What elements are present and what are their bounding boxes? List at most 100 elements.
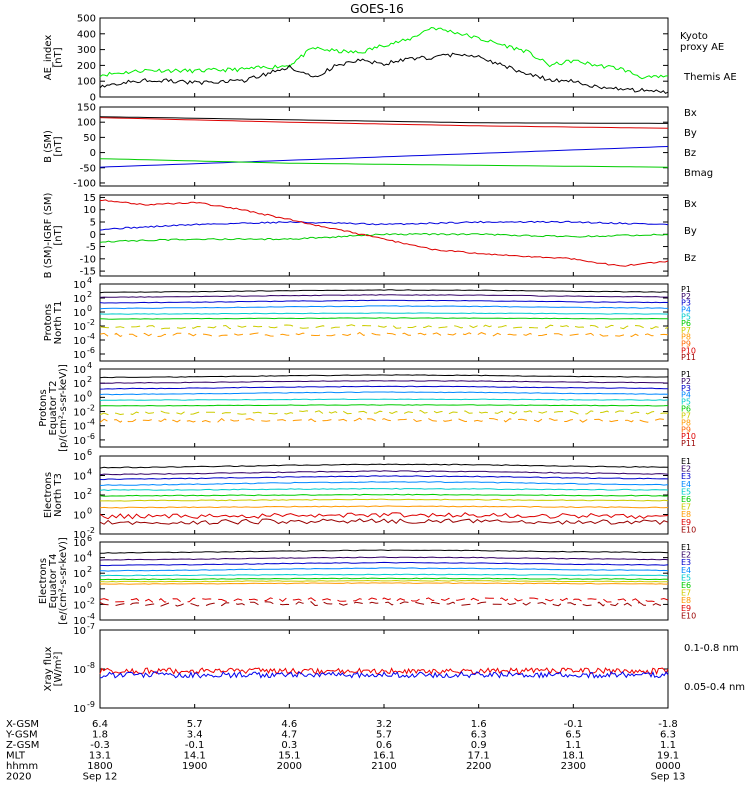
channel-label-e10: E10 — [681, 611, 696, 620]
y-tick-label: 15 — [83, 193, 96, 204]
coord-value: 6.5 — [565, 730, 581, 741]
channel-line-e3 — [99, 561, 669, 567]
channel-label-p2: P2 — [681, 292, 691, 301]
channel-line-p2 — [99, 380, 669, 384]
channel-line-e5 — [99, 487, 669, 492]
legend-label: proxy AE — [680, 42, 724, 53]
coord-value: -1.8 — [658, 719, 678, 730]
channel-label-p1: P1 — [681, 370, 691, 379]
y-tick-label: 50 — [83, 133, 96, 144]
channel-line-e7 — [99, 579, 669, 583]
series-line-bx — [99, 220, 669, 231]
y-tick-exponent: 0 — [87, 581, 92, 590]
y-tick-label: 500 — [77, 14, 96, 25]
coord-value: Sep 13 — [651, 772, 686, 783]
y-tick-label: -50 — [80, 163, 96, 174]
channel-label-e9: E9 — [681, 604, 691, 613]
y-tick-exponent: -2 — [87, 318, 95, 327]
coord-value: 0.6 — [376, 740, 392, 751]
y-tick-exponent: -4 — [87, 612, 95, 621]
y-axis-label: Protons — [43, 304, 54, 341]
channel-label-e5: E5 — [681, 487, 691, 496]
y-axis-label: [nT] — [53, 225, 64, 245]
legend-label: Bx — [684, 199, 697, 210]
coord-row-label: Z-GSM — [6, 740, 39, 751]
channel-label-p9: P9 — [681, 425, 691, 434]
y-tick-label: 0 — [90, 148, 96, 159]
y-tick-label: 10 — [73, 616, 86, 627]
coord-value: 19.1 — [657, 751, 679, 762]
panel-4-frame — [99, 283, 669, 362]
y-tick-label: 10 — [73, 600, 86, 611]
y-axis-label: Equator T4 — [48, 554, 59, 609]
channel-line-e5 — [100, 573, 669, 577]
coord-value: 2000 — [277, 761, 302, 772]
channel-line-p7 — [99, 324, 669, 330]
y-tick-exponent: -9 — [87, 700, 95, 709]
y-tick-label: 10 — [73, 436, 86, 447]
channel-label-p11: P11 — [681, 353, 696, 362]
y-tick-exponent: 0 — [87, 507, 92, 516]
channel-label-e8: E8 — [681, 596, 691, 605]
coord-value: 0.3 — [281, 740, 297, 751]
series-line-by — [99, 232, 669, 243]
y-tick-label: 10 — [73, 452, 86, 463]
y-tick-label: 0 — [90, 93, 96, 104]
channel-line-e8 — [99, 505, 669, 509]
y-tick-label: -5 — [86, 242, 96, 253]
y-tick-label: 10 — [73, 308, 86, 319]
channel-label-e4: E4 — [681, 480, 691, 489]
y-tick-exponent: 2 — [87, 487, 92, 496]
channel-label-e3: E3 — [681, 472, 691, 481]
y-tick-label: 10 — [73, 554, 86, 565]
y-tick-label: 10 — [73, 585, 86, 596]
y-tick-exponent: 6 — [87, 534, 92, 543]
channel-label-e10: E10 — [681, 525, 696, 534]
series-line-by — [99, 158, 669, 168]
coord-value: 18.1 — [562, 751, 584, 762]
channel-line-p4 — [99, 305, 669, 310]
coord-value: -0.3 — [90, 740, 110, 751]
channel-label-p4: P4 — [681, 305, 691, 314]
channel-line-p8 — [99, 417, 669, 423]
coord-value: 6.4 — [92, 719, 108, 730]
legend-label: By — [684, 226, 697, 237]
channel-label-e4: E4 — [681, 566, 691, 575]
y-tick-label: 10 — [73, 336, 86, 347]
panel-8-frame — [99, 629, 669, 709]
legend-label: Kyoto — [680, 31, 708, 42]
channel-line-p3 — [99, 299, 669, 304]
channel-line-e8 — [99, 582, 668, 585]
y-tick-exponent: 4 — [87, 550, 92, 559]
channel-line-e9 — [99, 597, 669, 603]
channel-label-e9: E9 — [681, 518, 691, 527]
y-tick-label: 10 — [73, 350, 86, 361]
y-tick-label: 10 — [73, 491, 86, 502]
channel-label-e6: E6 — [681, 581, 691, 590]
channel-label-e1: E1 — [681, 457, 691, 466]
coord-value: 1800 — [87, 761, 112, 772]
y-tick-label: 10 — [73, 322, 86, 333]
legend-label: Bx — [684, 108, 697, 119]
y-tick-label: 10 — [73, 379, 86, 390]
y-tick-label: 10 — [73, 280, 86, 291]
y-tick-label: 10 — [73, 538, 86, 549]
channel-line-e3 — [99, 475, 669, 481]
panel-2-frame — [99, 106, 669, 187]
coord-value: 15.1 — [278, 751, 300, 762]
y-tick-label: 10 — [73, 665, 86, 676]
y-tick-exponent: 4 — [87, 361, 92, 370]
channel-line-p5 — [99, 312, 669, 315]
y-tick-exponent: 4 — [87, 276, 92, 285]
coord-value: 16.1 — [373, 751, 395, 762]
channel-label-p7: P7 — [681, 411, 691, 420]
coord-value: 2300 — [561, 761, 586, 772]
y-tick-exponent: -7 — [87, 622, 95, 631]
y-tick-label: 10 — [73, 393, 86, 404]
coord-row-label: MLT — [6, 751, 26, 762]
coord-value: 1.6 — [471, 719, 487, 730]
y-tick-label: 100 — [77, 118, 96, 129]
channel-line-p6 — [99, 404, 669, 407]
